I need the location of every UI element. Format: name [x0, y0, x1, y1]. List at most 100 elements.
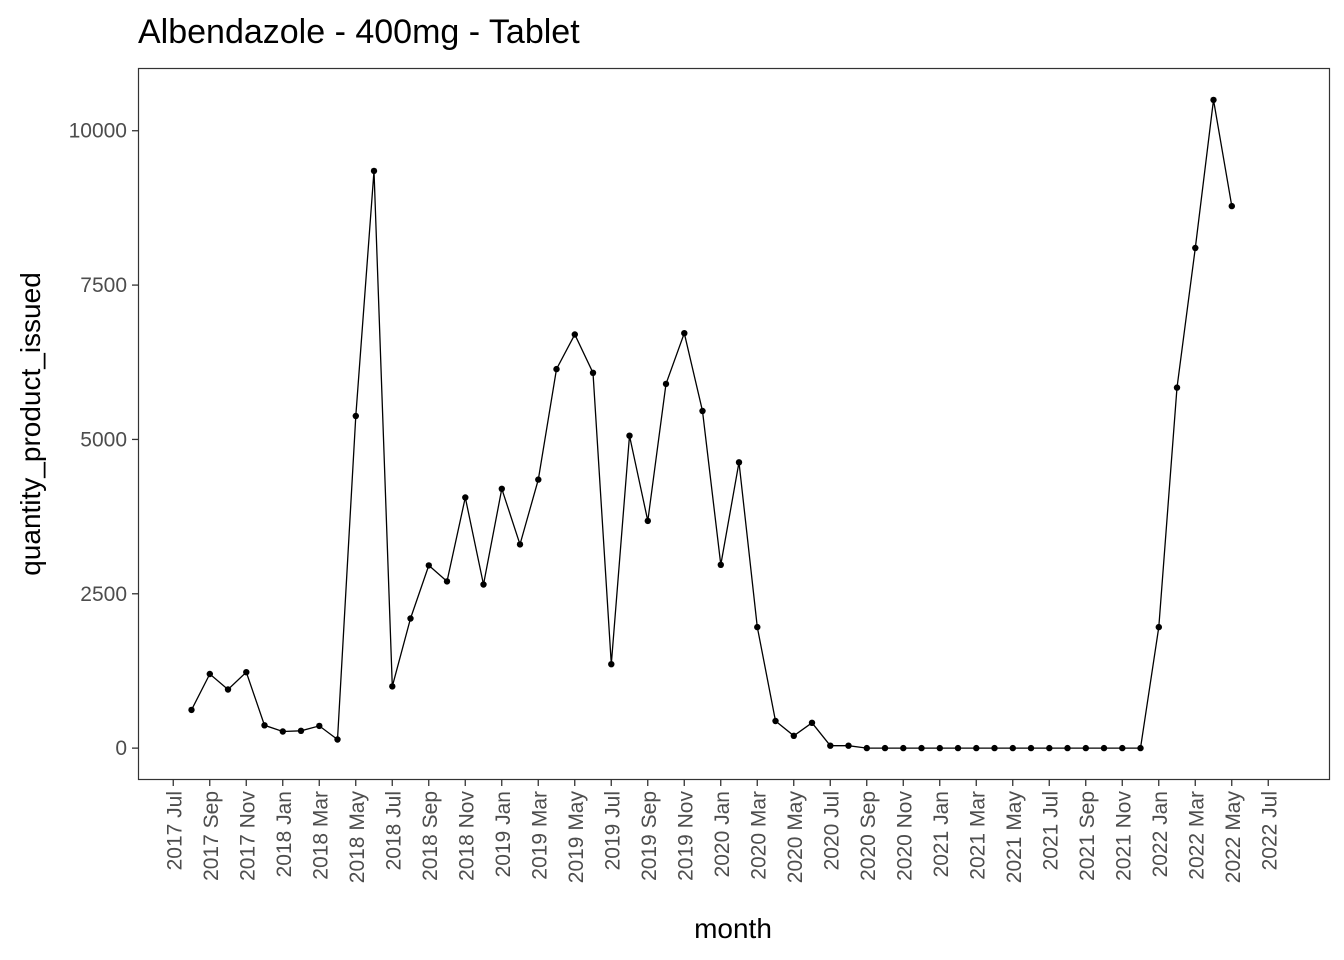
data-point: [535, 476, 542, 483]
data-point: [973, 744, 980, 752]
data-point: [571, 331, 578, 338]
data-point: [498, 485, 505, 492]
chart-title: Albendazole - 400mg - Tablet: [138, 13, 580, 51]
data-point: [553, 365, 560, 373]
data-point: [352, 412, 359, 420]
data-point: [1009, 744, 1016, 752]
data-point: [1082, 744, 1090, 752]
x-tick-label: 2020 May: [784, 791, 807, 884]
y-tick-label: 0: [115, 737, 127, 760]
data-point: [1210, 96, 1217, 104]
x-tick-label: 2019 May: [565, 791, 588, 884]
x-tick-label: 2020 Nov: [893, 791, 916, 881]
data-point: [480, 581, 487, 588]
data-point: [662, 380, 670, 388]
data-point: [1155, 623, 1163, 631]
data-point: [462, 494, 469, 501]
data-point: [1119, 744, 1126, 752]
data-point: [1027, 744, 1035, 752]
series-line: [190, 99, 1233, 749]
data-point: [827, 742, 834, 749]
data-point: [845, 742, 852, 749]
x-tick-label: 2019 Jul: [601, 791, 624, 870]
data-point: [754, 623, 761, 631]
data-point: [425, 562, 432, 569]
x-tick-label: 2022 Mar: [1185, 791, 1208, 880]
data-point: [1173, 384, 1181, 391]
x-tick-label: 2020 Jul: [820, 791, 843, 870]
x-tick-label: 2018 May: [346, 791, 369, 884]
x-tick-label: 2017 Nov: [236, 791, 259, 881]
x-tick-label: 2021 Jan: [930, 791, 953, 877]
data-point: [1192, 244, 1199, 252]
x-tick-label: 2019 Sep: [638, 791, 661, 881]
x-tick-label: 2021 Sep: [1076, 791, 1099, 881]
x-axis: 2017 Jul 2017 Sep 2017 Nov 2018 Jan 2018 Mar…: [163, 779, 1281, 883]
data-point: [206, 670, 213, 678]
y-tick-label: 7500: [80, 274, 127, 297]
data-point: [790, 732, 797, 739]
data-point: [407, 615, 414, 622]
x-tick-label: 2018 Jul: [382, 791, 405, 870]
x-tick-label: 2019 Jan: [492, 791, 515, 877]
data-point: [681, 330, 688, 337]
data-point: [389, 683, 396, 690]
x-tick-label: 2019 Mar: [528, 791, 551, 880]
x-tick-label: 2022 Jul: [1258, 791, 1281, 870]
x-tick-label: 2018 Mar: [309, 791, 332, 880]
x-tick-label: 2020 Sep: [857, 791, 880, 881]
x-tick-label: 2020 Jan: [711, 791, 734, 877]
x-tick-label: 2021 Mar: [966, 791, 989, 880]
x-tick-label: 2021 Jul: [1039, 791, 1062, 870]
data-point: [1137, 744, 1144, 752]
data-point: [699, 407, 706, 415]
y-tick-label: 2500: [80, 583, 127, 606]
x-tick-label: 2018 Nov: [455, 791, 478, 881]
series: [188, 96, 1236, 752]
data-point: [243, 669, 250, 676]
x-axis-title: month: [694, 913, 772, 944]
data-point: [900, 744, 907, 752]
data-point: [370, 167, 378, 175]
data-point: [224, 686, 232, 693]
x-tick-label: 2017 Sep: [200, 791, 223, 881]
data-point: [1228, 202, 1236, 210]
data-point: [261, 722, 268, 729]
data-point: [808, 719, 816, 726]
x-tick-label: 2022 Jan: [1149, 791, 1172, 877]
data-point: [1064, 744, 1071, 752]
data-point: [936, 744, 943, 752]
data-point: [334, 736, 341, 743]
data-point: [608, 661, 615, 668]
data-point: [516, 541, 524, 548]
x-tick-label: 2017 Jul: [163, 791, 186, 870]
data-point: [279, 728, 286, 735]
data-point: [1100, 744, 1108, 752]
x-tick-label: 2018 Sep: [419, 791, 442, 881]
data-point: [188, 706, 195, 714]
x-tick-label: 2022 May: [1222, 791, 1245, 884]
plot-panel: [137, 67, 1331, 781]
data-point: [735, 459, 743, 466]
data-point: [954, 744, 962, 752]
x-tick-label: 2018 Jan: [273, 791, 296, 877]
data-point: [644, 517, 651, 525]
y-axis: 0 2500 5000 7500 10000: [69, 120, 139, 760]
data-point: [863, 744, 870, 752]
data-point: [772, 717, 779, 725]
x-tick-label: 2021 May: [1003, 791, 1026, 884]
x-tick-label: 2020 Mar: [747, 791, 770, 880]
data-point: [1046, 744, 1053, 752]
data-point: [881, 744, 889, 752]
x-tick-label: 2019 Nov: [674, 791, 697, 881]
data-point: [297, 727, 305, 734]
data-point: [918, 744, 925, 752]
x-tick-label: 2021 Nov: [1112, 791, 1135, 881]
data-point: [316, 722, 323, 730]
y-axis-title: quantity_product_issued: [15, 272, 46, 576]
y-tick-label: 5000: [80, 428, 127, 451]
y-tick-label: 10000: [69, 120, 127, 143]
data-point: [626, 432, 633, 439]
data-point: [443, 578, 451, 585]
